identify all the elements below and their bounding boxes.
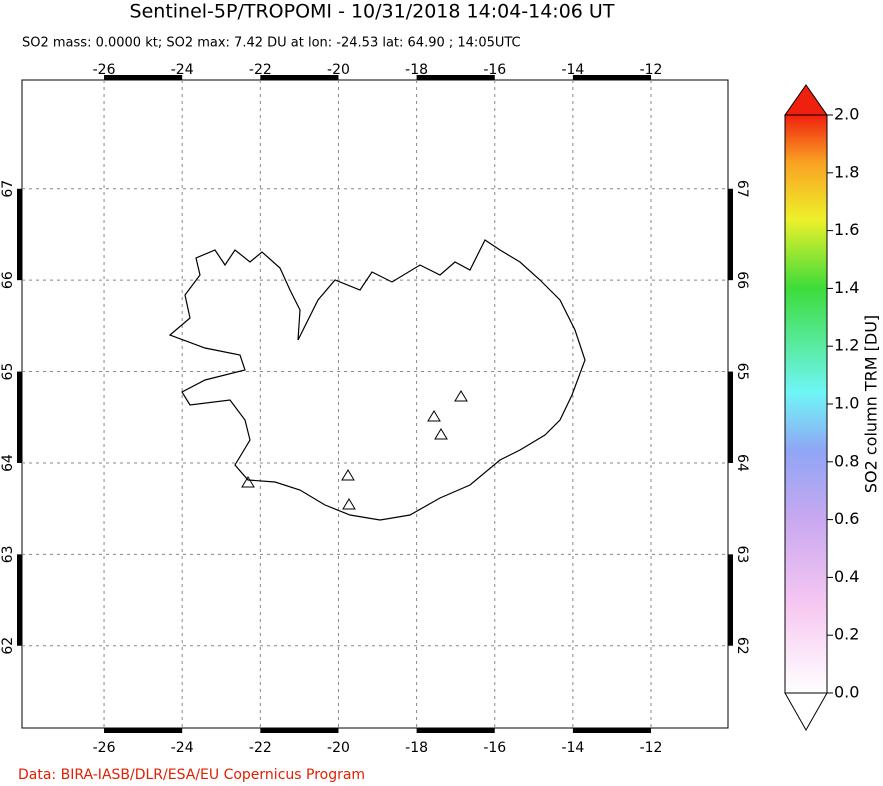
frame-bar: [416, 728, 495, 733]
x-tick-label: -16: [483, 62, 506, 78]
frame-bar: [416, 75, 495, 80]
x-tick-label: -12: [640, 740, 663, 756]
x-tick-label: -22: [249, 62, 272, 78]
x-tick-label: -24: [171, 62, 194, 78]
y-tick-label: 65: [0, 363, 16, 381]
colorbar-label: SO2 column TRM [DU]: [862, 315, 881, 493]
colorbar-max-arrow: [784, 84, 828, 116]
x-tick-label: -14: [561, 740, 584, 756]
colorbar-tick-label: 0.6: [834, 509, 859, 528]
colorbar-tick-label: 1.0: [834, 394, 859, 413]
x-tick-label: -14: [561, 62, 584, 78]
frame-bar: [260, 728, 339, 733]
colorbar-tick-label: 0.0: [834, 683, 859, 702]
y-tick-label: 64: [0, 454, 16, 472]
y-tick-label: 64: [734, 454, 750, 472]
colorbar-tick-label: 1.6: [834, 220, 859, 239]
y-tick-label: 66: [734, 271, 750, 289]
frame-bar: [17, 554, 22, 646]
coastline: [168, 239, 586, 521]
frame-bar: [728, 371, 733, 463]
colorbar-tick-label: 2.0: [834, 105, 859, 124]
title: Sentinel-5P/TROPOMI - 10/31/2018 14:04-1…: [130, 1, 615, 23]
x-tick-label: -22: [249, 740, 272, 756]
y-tick-label: 67: [0, 180, 16, 198]
x-tick-label: -18: [405, 62, 428, 78]
frame-bar: [572, 728, 652, 733]
map-frame: [21, 79, 729, 729]
y-tick-label: 65: [734, 363, 750, 381]
x-tick-label: -26: [93, 740, 116, 756]
y-tick-label: 66: [0, 271, 16, 289]
x-tick-label: -20: [327, 740, 350, 756]
y-tick-label: 62: [734, 637, 750, 655]
credit: Data: BIRA-IASB/DLR/ESA/EU Copernicus Pr…: [18, 767, 365, 783]
frame-bar: [17, 188, 22, 281]
colorbar-tick-label: 1.8: [834, 162, 859, 181]
frame-bar: [572, 75, 652, 80]
colorbar: [784, 114, 828, 694]
y-tick-label: 63: [0, 545, 16, 563]
subtitle: SO2 mass: 0.0000 kt; SO2 max: 7.42 DU at…: [22, 36, 521, 51]
colorbar-tick-label: 0.8: [834, 451, 859, 470]
x-tick-label: -12: [640, 62, 663, 78]
x-tick-label: -24: [171, 740, 194, 756]
colorbar-min-arrow: [784, 692, 828, 732]
x-tick-label: -16: [483, 740, 506, 756]
x-tick-label: -26: [93, 62, 116, 78]
frame-bar: [104, 75, 183, 80]
frame-bar: [728, 554, 733, 646]
frame-bar: [728, 188, 733, 281]
y-tick-label: 63: [734, 545, 750, 563]
x-tick-label: -20: [327, 62, 350, 78]
colorbar-tick-label: 0.4: [834, 567, 859, 586]
y-tick-label: 62: [0, 637, 16, 655]
x-tick-label: -18: [405, 740, 428, 756]
frame-bar: [104, 728, 183, 733]
volcano-markers: [241, 390, 468, 510]
y-tick-label: 67: [734, 180, 750, 198]
frame-bar: [260, 75, 339, 80]
frame-bar: [17, 371, 22, 463]
colorbar-tick-label: 0.2: [834, 625, 859, 644]
colorbar-tick-label: 1.2: [834, 336, 859, 355]
colorbar-tick-label: 1.4: [834, 278, 859, 297]
